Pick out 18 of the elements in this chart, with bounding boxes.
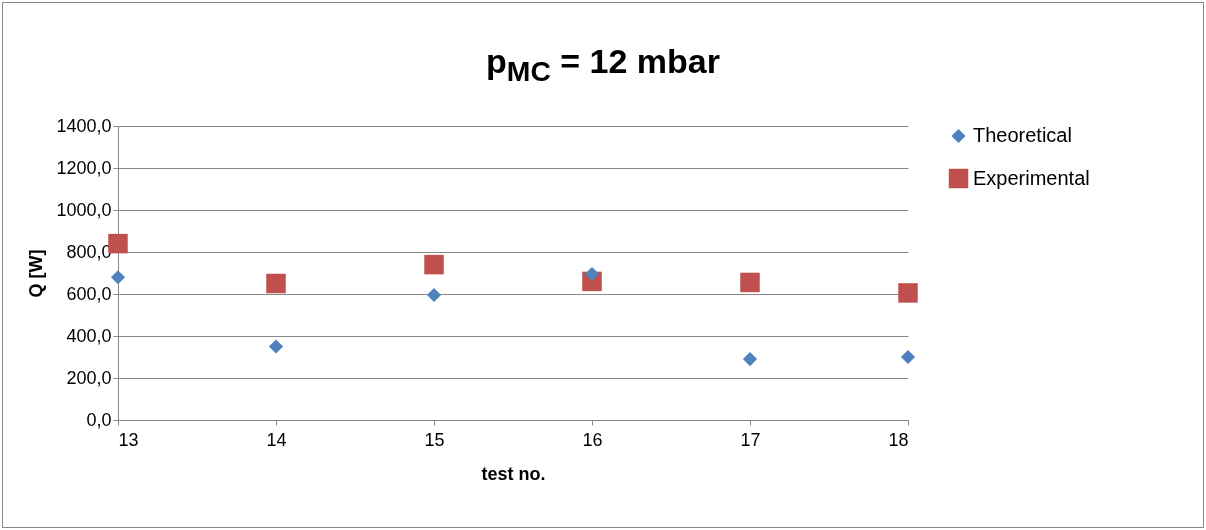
legend-label: Experimental: [973, 166, 1090, 189]
y-tick-label: 0,0: [86, 409, 112, 430]
x-axis-title: test no.: [481, 463, 546, 484]
x-tick-label: 17: [740, 429, 761, 450]
chart-title: p$_{MC}$ = 12 mbar: [485, 42, 721, 88]
y-tick-label: 1000,0: [56, 199, 112, 220]
legend-label: Theoretical: [973, 124, 1072, 146]
y-tick-label: 1400,0: [56, 115, 112, 136]
x-tick-label: 14: [266, 429, 287, 450]
x-tick-label: 16: [582, 429, 603, 450]
y-tick-label: 400,0: [66, 325, 112, 346]
y-axis-title: Q [W]: [26, 249, 47, 298]
y-tick-label: 1200,0: [56, 157, 112, 178]
x-tick-label: 13: [118, 429, 139, 450]
x-tick-label: 18: [888, 429, 909, 450]
y-tick-label: 600,0: [66, 283, 112, 304]
y-tick-label: 200,0: [66, 367, 112, 388]
x-tick-label: 15: [424, 429, 445, 450]
